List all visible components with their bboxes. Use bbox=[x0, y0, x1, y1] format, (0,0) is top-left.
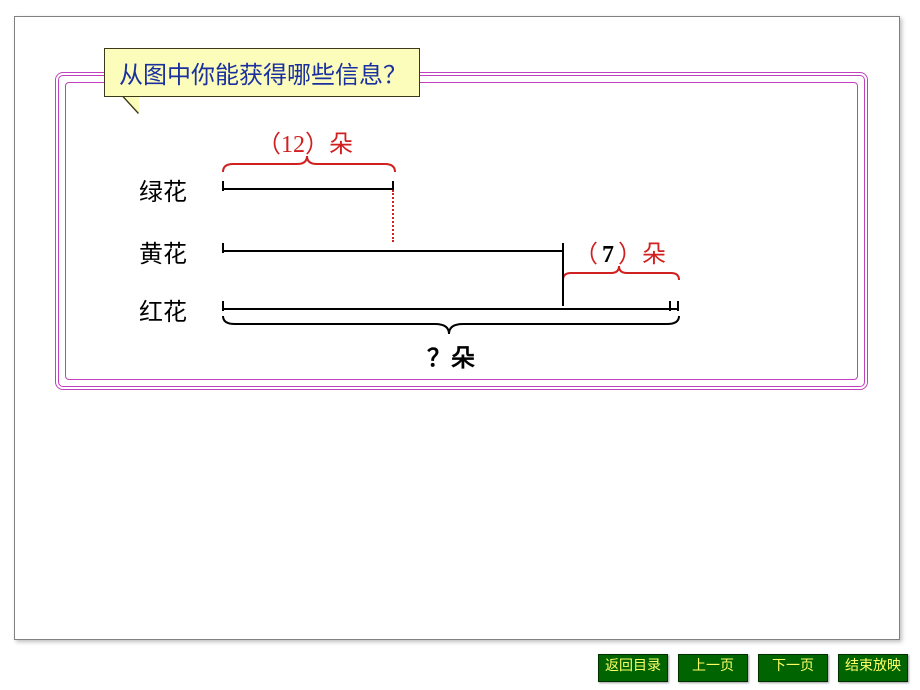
top-annotation: （12）朵 bbox=[257, 124, 353, 159]
right-number: 7 bbox=[602, 242, 614, 268]
right-prefix: （ bbox=[574, 242, 598, 268]
content-card: 从图中你能获得哪些信息？ 绿花 （12）朵 黄花 （ 7 ）朵 bbox=[55, 72, 868, 390]
callout-text: 从图中你能获得哪些信息？ bbox=[119, 63, 407, 89]
dotted-green-to-yellow bbox=[392, 190, 394, 242]
nav-btn-end[interactable]: 结束放映 bbox=[838, 654, 908, 682]
right-annotation: （ 7 ）朵 bbox=[574, 234, 666, 269]
brace-bottom-red bbox=[219, 312, 684, 338]
bar-yellow bbox=[222, 250, 564, 252]
top-suffix: ）朵 bbox=[305, 132, 353, 158]
slide-frame: 从图中你能获得哪些信息？ 绿花 （12）朵 黄花 （ 7 ）朵 bbox=[14, 16, 900, 640]
bottom-question: ？朵 bbox=[427, 338, 475, 373]
callout-box: 从图中你能获得哪些信息？ bbox=[104, 48, 420, 97]
row-label-green: 绿花 bbox=[139, 172, 187, 207]
connector-yellow-to-red bbox=[562, 252, 564, 306]
row-label-red: 红花 bbox=[139, 292, 187, 327]
tick-red-start bbox=[222, 301, 224, 311]
top-number: 12 bbox=[281, 132, 305, 158]
tick-green-start bbox=[222, 181, 224, 191]
nav-bar: 返回目录 上一页 下一页 结束放映 bbox=[598, 654, 908, 682]
tick-red-near-end bbox=[669, 301, 671, 311]
bar-green bbox=[222, 188, 394, 190]
right-suffix: ）朵 bbox=[618, 242, 666, 268]
tick-yellow-start bbox=[222, 243, 224, 253]
bar-red bbox=[222, 308, 679, 310]
row-label-yellow: 黄花 bbox=[139, 234, 187, 269]
tick-red-end bbox=[677, 301, 679, 311]
nav-btn-next[interactable]: 下一页 bbox=[758, 654, 828, 682]
nav-btn-prev[interactable]: 上一页 bbox=[678, 654, 748, 682]
nav-btn-return[interactable]: 返回目录 bbox=[598, 654, 668, 682]
top-prefix: （ bbox=[257, 132, 281, 158]
